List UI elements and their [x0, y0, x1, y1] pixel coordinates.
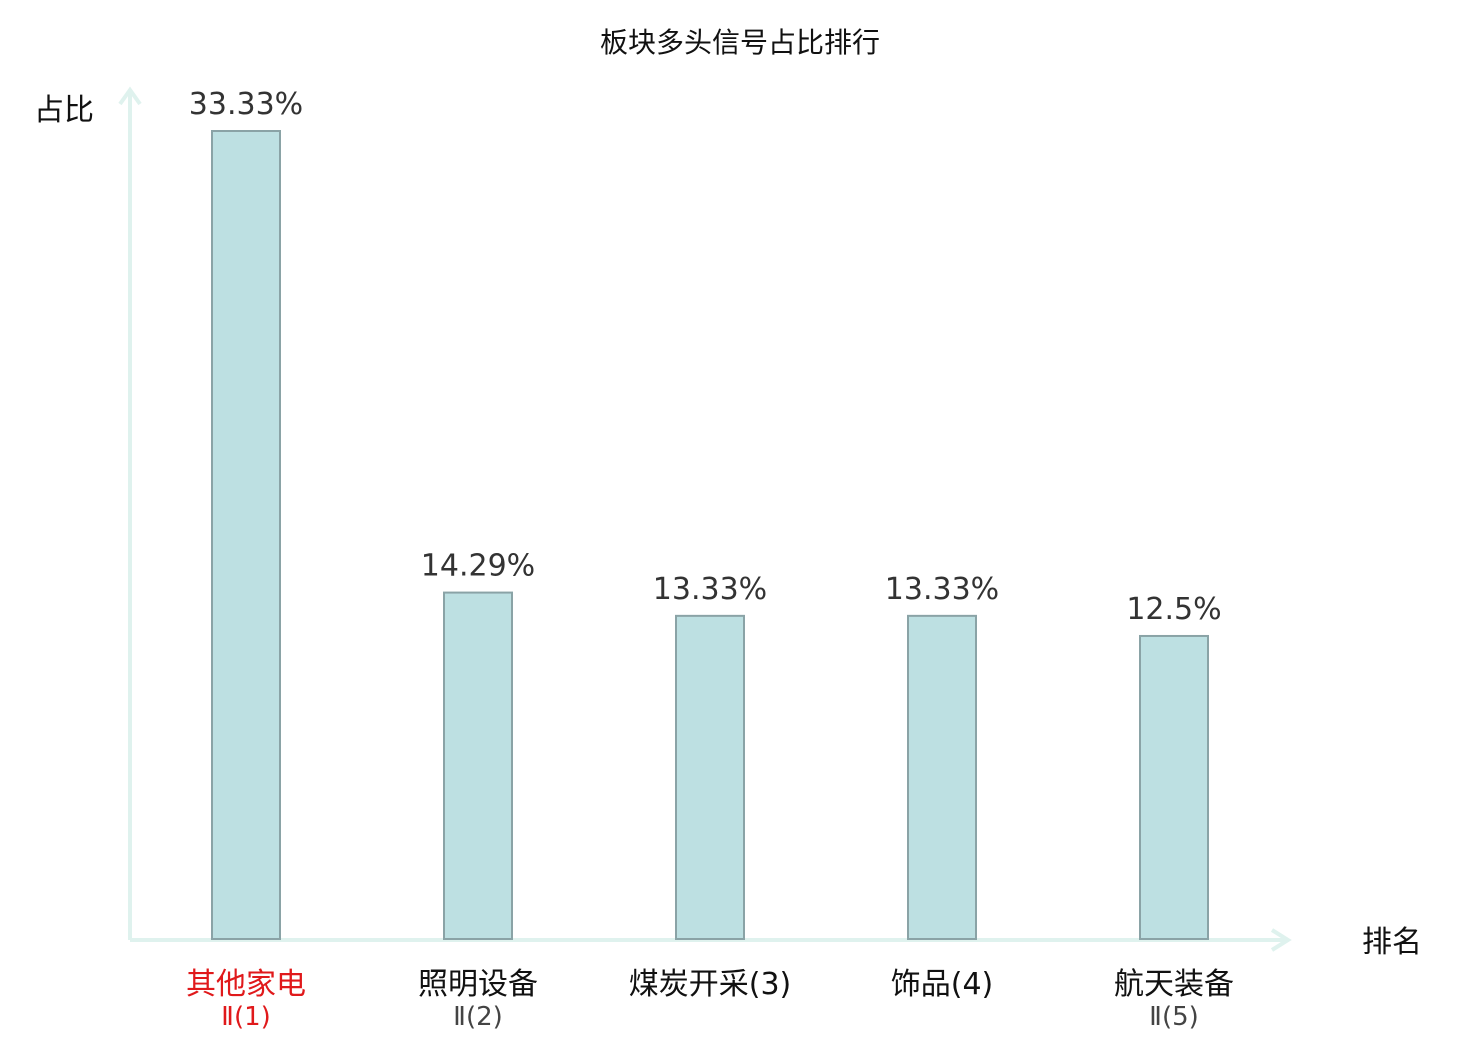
y-axis-label: 占比	[34, 93, 94, 128]
bar-1	[211, 130, 281, 940]
value-label-5: 12.5%	[1126, 592, 1221, 627]
bar-5	[1139, 634, 1209, 941]
y-axis-arrow	[118, 86, 142, 106]
category-label-2: 照明设备	[418, 967, 538, 1002]
bars-group	[211, 130, 1209, 941]
value-labels-group: 33.33% 14.29% 13.33% 13.33% 12.5%	[189, 87, 1222, 627]
category-label-4: 饰品(4)	[891, 967, 994, 1002]
value-label-2: 14.29%	[421, 549, 535, 584]
category-sublabel-5: Ⅱ(5)	[1149, 1002, 1199, 1032]
bar-2	[443, 591, 513, 940]
value-label-4: 13.33%	[885, 572, 999, 607]
category-sublabel-1: Ⅱ(1)	[221, 1002, 271, 1032]
category-label-1: 其他家电	[186, 967, 306, 1002]
category-sublabel-2: Ⅱ(2)	[453, 1002, 503, 1032]
x-axis-arrow	[1270, 928, 1292, 952]
bar-4	[907, 614, 977, 941]
category-label-3: 煤炭开采(3)	[629, 967, 792, 1002]
x-axis-label: 排名	[1362, 925, 1422, 960]
chart-title: 板块多头信号占比排行	[600, 26, 880, 59]
bar-3	[675, 614, 745, 941]
value-label-3: 13.33%	[653, 572, 767, 607]
value-label-1: 33.33%	[189, 87, 303, 122]
category-label-5: 航天装备	[1114, 967, 1234, 1002]
